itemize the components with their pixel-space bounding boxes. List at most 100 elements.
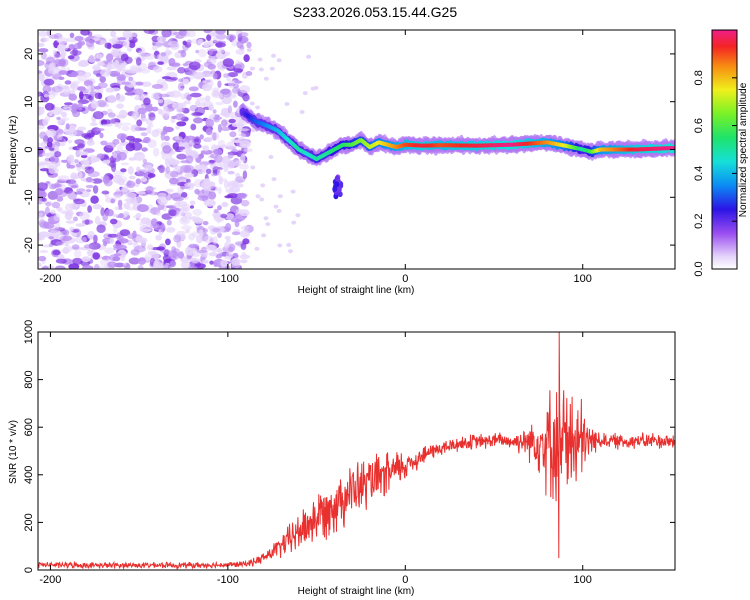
noise-blob: [117, 144, 123, 153]
noise-blob: [96, 153, 105, 159]
noise-blob: [38, 262, 42, 268]
x-tick-label: 0: [402, 273, 408, 285]
noise-blob: [180, 93, 187, 100]
noise-blob: [67, 139, 73, 144]
noise-blob: [112, 44, 123, 49]
noise-blob: [227, 170, 235, 175]
noise-blob: [39, 131, 47, 140]
noise-blob: [136, 169, 149, 177]
noise-blob: [94, 92, 103, 99]
noise-blob: [155, 234, 162, 241]
noise-blob: [222, 58, 234, 68]
noise-blob: [85, 184, 94, 189]
noise-blob: [55, 241, 64, 246]
noise-blob: [38, 70, 43, 74]
noise-blob: [260, 183, 266, 188]
noise-blob: [182, 78, 190, 85]
noise-blob: [90, 100, 99, 109]
noise-blob: [93, 263, 100, 269]
noise-blob: [223, 164, 229, 173]
noise-blob: [65, 220, 75, 224]
noise-blob: [68, 93, 78, 101]
noise-blob: [198, 48, 207, 58]
noise-blob: [128, 175, 136, 180]
noise-blob: [83, 244, 94, 249]
noise-blob: [38, 106, 45, 115]
noise-blob: [116, 133, 128, 140]
noise-blob: [61, 111, 67, 118]
noise-blob: [53, 213, 61, 222]
noise-blob: [92, 252, 100, 260]
noise-blob: [60, 50, 67, 57]
noise-blob: [186, 94, 192, 101]
noise-blob: [268, 154, 274, 159]
noise-blob: [196, 249, 208, 254]
colorbar-gradient: [711, 29, 738, 270]
noise-blob: [263, 76, 269, 81]
noise-blob: [286, 242, 292, 247]
noise-blob: [52, 59, 65, 67]
noise-blob: [184, 135, 196, 141]
noise-blob: [91, 178, 103, 184]
noise-blob: [38, 60, 45, 67]
noise-blob: [64, 80, 72, 85]
noise-blob: [87, 205, 92, 213]
noise-blob: [217, 248, 223, 253]
noise-blob: [38, 31, 48, 37]
noise-blob: [114, 194, 122, 199]
noise-blob: [217, 48, 225, 55]
noise-blob: [135, 235, 143, 243]
noise-blob: [152, 261, 163, 269]
noise-blob: [229, 131, 237, 138]
noise-blob: [110, 87, 121, 92]
noise-blob: [277, 194, 283, 199]
noise-blob: [42, 37, 49, 42]
noise-blob: [56, 196, 64, 202]
spectrogram-plot-area: [38, 30, 675, 269]
noise-blob: [106, 53, 114, 62]
noise-blob: [213, 154, 223, 163]
noise-blob: [113, 225, 118, 234]
noise-blob: [192, 208, 203, 216]
noise-blob: [74, 159, 79, 164]
noise-blob: [54, 188, 64, 196]
noise-blob: [73, 198, 85, 205]
noise-blob: [54, 151, 62, 158]
noise-blob: [119, 254, 126, 262]
noise-blob: [135, 57, 142, 66]
noise-blob: [73, 249, 82, 259]
noise-blob: [176, 230, 186, 236]
noise-blob: [231, 231, 241, 236]
noise-blob: [124, 92, 136, 96]
noise-blob: [38, 42, 45, 47]
noise-blob: [203, 235, 214, 244]
noise-blob: [181, 192, 188, 198]
noise-blob: [65, 123, 70, 130]
noise-blob: [40, 51, 47, 60]
noise-blob: [189, 200, 196, 206]
noise-blob: [51, 85, 63, 93]
noise-blob: [151, 84, 164, 89]
noise-blob: [136, 119, 143, 127]
noise-blob: [227, 105, 233, 114]
noise-blob: [147, 139, 157, 149]
noise-blob: [110, 118, 116, 124]
noise-blob: [190, 92, 202, 98]
noise-blob: [240, 242, 247, 250]
noise-blob: [288, 249, 293, 254]
x-tick-label: -200: [39, 273, 61, 285]
x-tick-label: 100: [574, 574, 592, 586]
noise-blob: [192, 244, 200, 249]
noise-blob: [208, 50, 213, 56]
noise-blob: [193, 143, 202, 149]
noise-blob: [213, 116, 223, 120]
noise-blob: [63, 105, 68, 110]
noise-blob: [103, 241, 108, 247]
noise-blob: [137, 264, 144, 269]
noise-blob: [276, 208, 282, 213]
noise-blob: [128, 257, 141, 265]
noise-blob: [97, 62, 105, 67]
noise-blob: [208, 191, 216, 200]
noise-blob: [77, 40, 83, 49]
